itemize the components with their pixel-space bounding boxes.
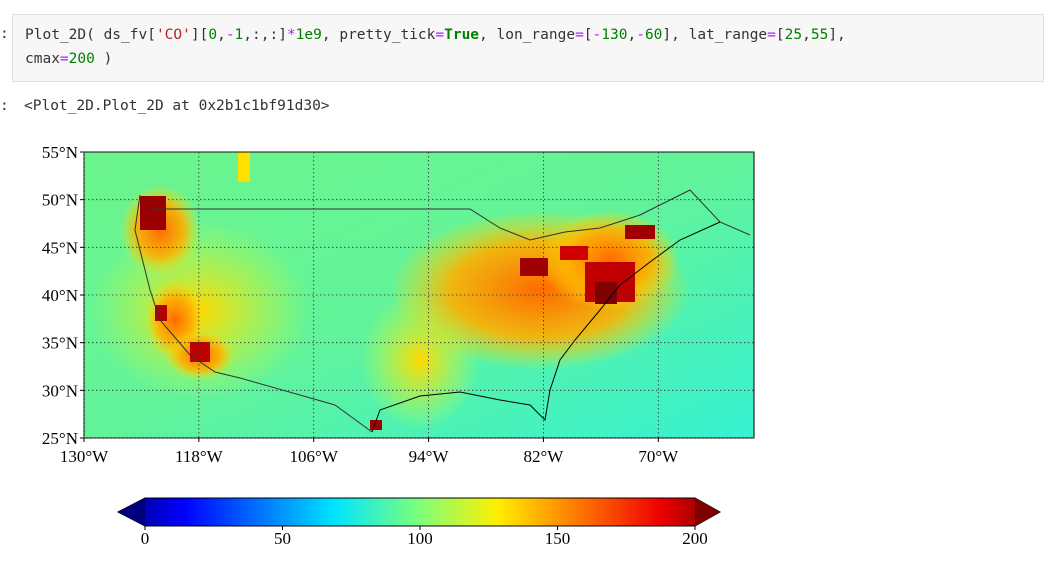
lat-tick-label: 25°N bbox=[42, 429, 78, 448]
lon-tick-label: 118°W bbox=[175, 447, 224, 466]
code-token: * bbox=[286, 27, 296, 43]
colorbar-tick-label: 100 bbox=[407, 529, 433, 548]
colorbar-tick-label: 50 bbox=[274, 529, 291, 548]
code-token: ], lat_range bbox=[662, 27, 768, 43]
code-cell[interactable]: Plot_2D( ds_fv['CO'][0,-1,:,:]*1e9, pret… bbox=[12, 14, 1044, 82]
code-token: - bbox=[636, 27, 645, 43]
in-prompt: : bbox=[0, 26, 9, 42]
out-prompt: : bbox=[0, 98, 9, 114]
code-token: = bbox=[767, 27, 776, 43]
lat-tick-label: 35°N bbox=[42, 334, 78, 353]
code-token: 25 bbox=[784, 27, 803, 43]
lat-tick-label: 55°N bbox=[42, 143, 78, 162]
lat-tick-label: 40°N bbox=[42, 286, 78, 305]
code-token: ][ bbox=[190, 27, 209, 43]
code-token: 1 bbox=[234, 27, 244, 43]
code-line: cmax=200 ) bbox=[25, 47, 846, 71]
code-token: ,:,:] bbox=[243, 27, 287, 43]
code-token: , pretty_tick bbox=[321, 27, 436, 43]
code-token: 200 bbox=[68, 51, 95, 67]
code-token: 60 bbox=[644, 27, 663, 43]
lat-tick-label: 30°N bbox=[42, 381, 78, 400]
lon-tick-label: 106°W bbox=[290, 447, 339, 466]
code-token: ], bbox=[828, 27, 846, 43]
heatmap bbox=[84, 152, 754, 438]
lat-tick-label: 45°N bbox=[42, 238, 78, 257]
lon-tick-label: 82°W bbox=[524, 447, 565, 466]
code-token: - bbox=[592, 27, 602, 43]
lon-tick-label: 130°W bbox=[60, 447, 109, 466]
code-token: = bbox=[435, 27, 445, 43]
code-token: True bbox=[444, 27, 480, 43]
code: Plot_2D( ds_fv['CO'][0,-1,:,:]*1e9, pret… bbox=[25, 23, 846, 71]
output-text: <Plot_2D.Plot_2D at 0x2b1c1bf91d30> bbox=[24, 98, 330, 114]
lon-tick-label: 94°W bbox=[409, 447, 450, 466]
colorbar-tick-label: 150 bbox=[545, 529, 571, 548]
colorbar-tick-label: 200 bbox=[682, 529, 708, 548]
code-token: 0 bbox=[208, 27, 218, 43]
code-token: 1e9 bbox=[295, 27, 322, 43]
code-token: 55 bbox=[810, 27, 829, 43]
code-token: ) bbox=[94, 51, 113, 67]
code-token: , lon_range bbox=[479, 27, 576, 43]
code-token: , bbox=[802, 27, 811, 43]
code-token: 'CO' bbox=[155, 27, 191, 43]
code-line: Plot_2D( ds_fv['CO'][0,-1,:,:]*1e9, pret… bbox=[25, 23, 846, 47]
code-token: = bbox=[59, 51, 69, 67]
code-token: Plot_2D( ds_fv[ bbox=[25, 27, 156, 43]
lon-tick-label: 70°W bbox=[638, 447, 679, 466]
colorbar-tick-label: 0 bbox=[141, 529, 150, 548]
code-token: , bbox=[627, 27, 637, 43]
code-token: [ bbox=[583, 27, 593, 43]
code-token: 130 bbox=[601, 27, 628, 43]
lat-tick-label: 50°N bbox=[42, 191, 78, 210]
code-token: = bbox=[575, 27, 584, 43]
code-token: [ bbox=[775, 27, 785, 43]
colorbar bbox=[116, 497, 722, 527]
code-token: - bbox=[225, 27, 235, 43]
code-token: cmax bbox=[25, 51, 60, 67]
code-token: , bbox=[217, 27, 226, 43]
